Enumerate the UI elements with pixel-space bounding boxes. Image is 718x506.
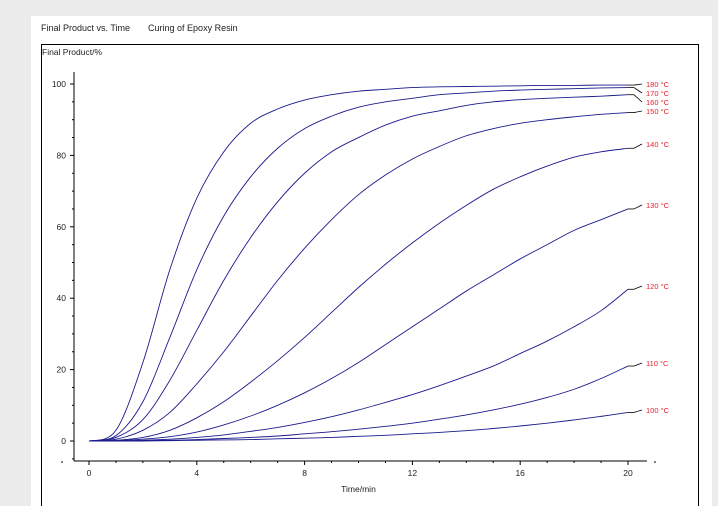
- y-tick-label: 60: [57, 222, 67, 232]
- chart-panel: Final Product vs. Time Curing of Epoxy Re…: [31, 16, 712, 506]
- series-leader-line: [633, 204, 643, 210]
- series-label: 140 °C: [646, 140, 670, 149]
- series-leader-line: [633, 87, 643, 94]
- series-leader-line: [633, 143, 643, 149]
- series-line: [88, 112, 629, 442]
- y-tick-label: 80: [57, 150, 67, 160]
- series-label: 170 °C: [646, 89, 670, 98]
- x-axis-label: Time/min: [341, 484, 376, 494]
- x-tick-label: 20: [623, 468, 633, 478]
- series-line: [88, 365, 629, 442]
- x-tick-label: 8: [302, 468, 307, 478]
- x-tick-label: 4: [194, 468, 199, 478]
- series-label: 180 °C: [646, 80, 670, 89]
- chart-header: Final Product vs. Time Curing of Epoxy Re…: [41, 23, 238, 33]
- series-leader-line: [633, 83, 643, 86]
- series-label: 120 °C: [646, 282, 670, 291]
- series-leader-line: [633, 362, 643, 367]
- series-label: 150 °C: [646, 107, 670, 116]
- series-leader-line: [633, 285, 643, 290]
- y-axis-label: Final Product/%: [42, 47, 102, 57]
- x-tick-label: 0: [87, 468, 92, 478]
- series-line: [88, 147, 629, 442]
- series-label: 110 °C: [646, 359, 669, 368]
- y-tick-label: 0: [61, 436, 66, 446]
- series-label: 100 °C: [646, 406, 670, 415]
- y-tick-label: 100: [52, 79, 66, 89]
- x-tick-label: 16: [515, 468, 525, 478]
- series-line: [88, 208, 629, 442]
- y-tick-label: 20: [57, 365, 67, 375]
- series-line: [88, 288, 629, 442]
- series-leader-line: [633, 94, 643, 103]
- chart-subtitle: Curing of Epoxy Resin: [148, 23, 238, 33]
- y-tick-label: 40: [57, 293, 67, 303]
- series-line: [88, 87, 629, 442]
- series-label: 160 °C: [646, 98, 670, 107]
- chart-title: Final Product vs. Time: [41, 23, 131, 33]
- series-line: [88, 411, 629, 442]
- series-line: [88, 94, 629, 442]
- plot-frame: [41, 44, 699, 506]
- series-label: 130 °C: [646, 201, 670, 210]
- series-leader-line: [633, 110, 643, 113]
- series-leader-line: [633, 409, 643, 413]
- x-tick-label: 12: [408, 468, 418, 478]
- series-line: [88, 84, 629, 442]
